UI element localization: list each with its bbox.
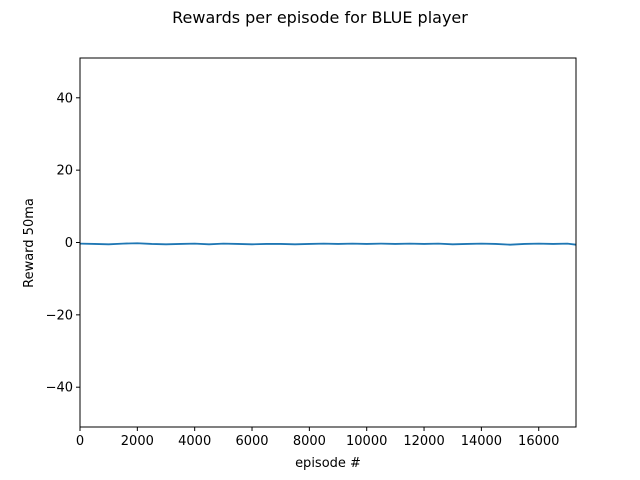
x-tick-label: 2000	[121, 434, 154, 449]
chart-title: Rewards per episode for BLUE player	[172, 8, 468, 27]
y-tick-label: −20	[46, 308, 73, 323]
plot-frame	[79, 57, 577, 428]
x-tick-label: 14000	[461, 434, 502, 449]
series-line	[79, 242, 577, 246]
y-axis-label: Reward 50ma	[22, 198, 37, 288]
x-tick-label: 6000	[235, 434, 268, 449]
x-axis: 0 2000 4000 6000 8000 10000 12000 14000 16000	[76, 427, 559, 449]
y-tick-label: 40	[56, 91, 73, 106]
x-tick-label: 8000	[293, 434, 326, 449]
x-tick-label: 4000	[178, 434, 211, 449]
series-layer	[79, 242, 577, 246]
y-tick-label: 0	[65, 236, 73, 251]
plot-area	[79, 57, 577, 428]
x-tick-label: 10000	[346, 434, 387, 449]
x-axis-label: episode #	[295, 456, 361, 471]
y-axis: −40 −20 0 20 40	[46, 91, 80, 396]
x-tick-label: 12000	[403, 434, 444, 449]
y-tick-label: 20	[56, 164, 73, 179]
x-tick-label: 0	[76, 434, 84, 449]
x-tick-label: 16000	[518, 434, 559, 449]
y-tick-label: −40	[46, 381, 73, 396]
